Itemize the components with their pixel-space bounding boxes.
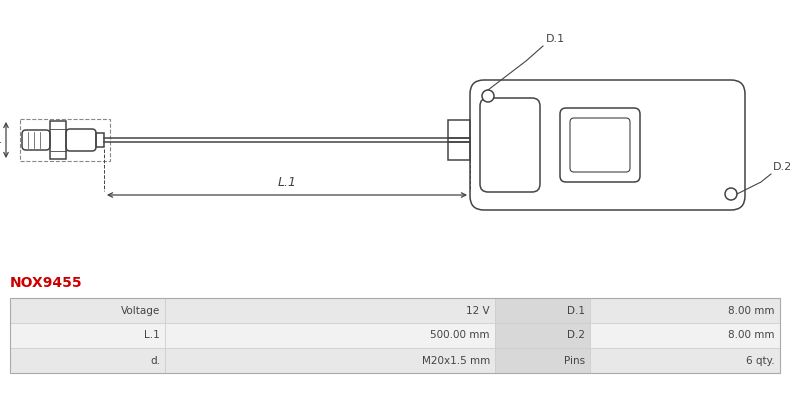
- Bar: [10, 348, 165, 373]
- Text: D.1: D.1: [567, 306, 585, 315]
- Text: L.1: L.1: [278, 176, 297, 189]
- Text: 8.00 mm: 8.00 mm: [729, 330, 775, 341]
- Circle shape: [725, 188, 737, 200]
- Text: D.2: D.2: [773, 162, 792, 172]
- Bar: [96, 133, 104, 147]
- Text: Voltage: Voltage: [121, 306, 160, 315]
- Text: M20x1.5 mm: M20x1.5 mm: [422, 355, 490, 365]
- Text: 6 qty.: 6 qty.: [746, 355, 775, 365]
- Text: d.: d.: [150, 355, 160, 365]
- Bar: [165, 298, 495, 323]
- Bar: [10, 298, 165, 323]
- Text: 8.00 mm: 8.00 mm: [729, 306, 775, 315]
- Bar: [495, 323, 590, 348]
- Bar: [10, 298, 780, 373]
- Text: 500.00 mm: 500.00 mm: [430, 330, 490, 341]
- Text: D.2: D.2: [567, 330, 585, 341]
- Text: D.1: D.1: [546, 34, 565, 44]
- Bar: [448, 120, 470, 160]
- Text: 12 V: 12 V: [466, 306, 490, 315]
- Bar: [495, 298, 590, 323]
- Bar: [590, 298, 780, 323]
- Text: Pins: Pins: [564, 355, 585, 365]
- Text: L.1: L.1: [144, 330, 160, 341]
- Bar: [50, 121, 66, 159]
- Text: NOX9455: NOX9455: [10, 276, 82, 290]
- Bar: [165, 323, 495, 348]
- Bar: [590, 323, 780, 348]
- Bar: [590, 348, 780, 373]
- Bar: [20, 119, 110, 161]
- Text: d.: d.: [0, 135, 3, 145]
- Bar: [165, 348, 495, 373]
- Bar: [495, 348, 590, 373]
- Bar: [10, 323, 165, 348]
- Circle shape: [482, 90, 494, 102]
